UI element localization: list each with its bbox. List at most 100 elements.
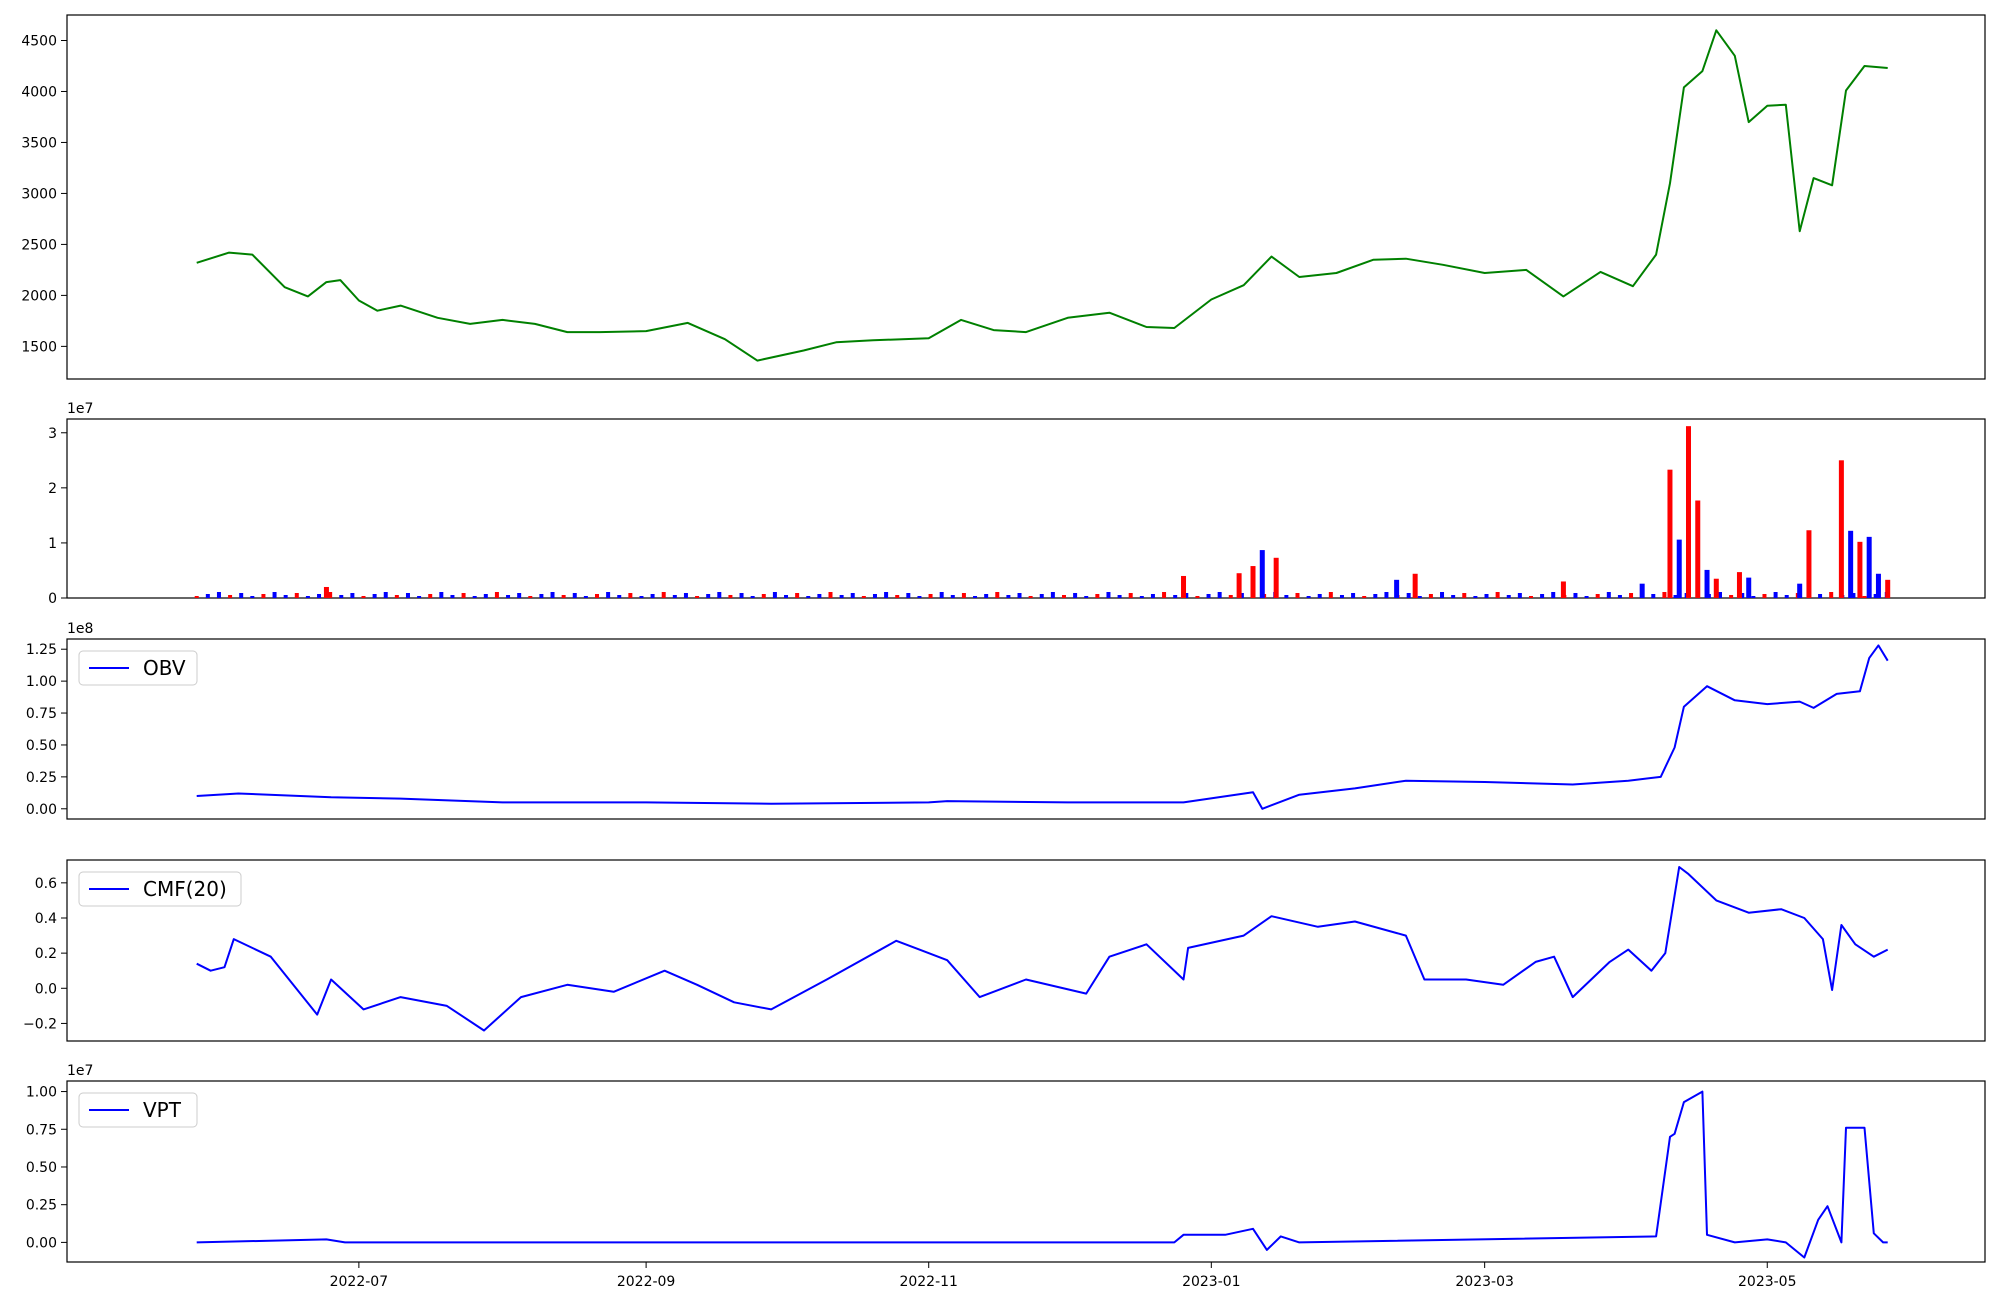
volume-bar-small [261,594,266,598]
volume-bar-small [906,593,911,598]
volume-bar-small [1751,596,1756,598]
volume-bar-small [1084,596,1089,598]
volume-bar-small [1362,596,1367,598]
y-tick-label: 0.50 [26,1160,57,1176]
volume-bar-small [561,595,566,598]
volume-bar [1412,573,1418,598]
volume-bar-small [205,594,210,598]
volume-bar [1704,569,1710,598]
volume-bar-small [1517,593,1522,598]
volume-bar-small [1528,596,1533,598]
date-axis: 2022-07 2022-09 2022-11 2023-01 2023-03 2023-… [330,1262,1797,1290]
volume-bar-small [1006,595,1011,598]
volume-bar [1857,541,1863,598]
volume-bar [1695,500,1701,598]
volume-bar-small [583,596,588,598]
volume-bar-small [661,592,666,598]
y-offset-label: 1e7 [67,401,93,417]
y-tick-label: 1 [48,536,57,552]
vpt-line [196,1090,1888,1259]
volume-bar-small [639,596,644,598]
volume-bar-small [606,592,611,598]
volume-bar-small [784,595,789,598]
volume-bar-small [884,592,889,598]
volume-bar-small [1106,592,1111,598]
volume-bar-small [1228,595,1233,598]
y-tick-label: 0.50 [26,738,57,754]
volume-bar-small [1862,596,1867,598]
volume-bar-small [339,595,344,598]
volume-bar-small [461,593,466,598]
volume-bar-small [772,592,777,598]
volume-bar-small [1506,595,1511,598]
y-tick-label: 0.75 [26,706,57,722]
volume-bar-small [995,592,1000,598]
volume-bar-small [1718,592,1723,598]
volume-bar-small [1573,593,1578,598]
volume-bar-small [828,592,833,598]
volume-bar-small [1184,593,1189,598]
obv-panel: 0.00 0.25 0.50 0.75 1.00 1.25 1e8 OBV [26,621,1986,820]
volume-bar-small [439,592,444,598]
y-tick-label: 0.4 [35,911,57,927]
volume-panel: 0 1 2 3 1e7 [48,401,1986,607]
volume-bar [1273,557,1279,598]
volume-bar-small [1295,593,1300,598]
cmf-line [196,866,1889,1032]
volume-bar-small [1740,593,1745,598]
volume-bar-small [428,594,433,598]
volume-bar-small [739,593,744,598]
y-tick-label: 0.25 [26,1198,57,1214]
volume-bar [1685,426,1691,598]
price-line [196,29,1888,362]
y-tick-label: 0.6 [35,876,57,892]
y-tick-label: 2000 [21,288,57,304]
y-tick-label: 3000 [21,186,57,202]
volume-bar-small [917,596,922,598]
volume-bar-small [1462,593,1467,598]
legend-label: CMF(20) [143,877,227,901]
volume-bar-small [1317,594,1322,598]
volume-bar-small [961,593,966,598]
volume-bar-small [1406,593,1411,598]
volume-bar-small [1095,594,1100,598]
volume-bar-small [1384,592,1389,598]
volume-bar-small [1173,595,1178,598]
volume-bar-small [1284,595,1289,598]
x-tick-label: 2023-01 [1182,1274,1241,1290]
volume-bar-small [706,594,711,598]
price-panel: 1500 2000 2500 3000 3500 4000 4500 [21,14,1986,380]
volume-bar-small [1328,592,1333,598]
volume-bar-small [1617,595,1622,598]
volume-bar [1667,469,1673,598]
volume-bar-small [228,595,233,598]
y-tick-label: 0.00 [26,1235,57,1251]
volume-bar-small [928,594,933,598]
y-tick-label: 0.75 [26,1122,57,1138]
volume-bar-small [494,592,499,598]
volume-bar-small [1484,594,1489,598]
volume-bar-small [506,595,511,598]
volume-bar-small [450,595,455,598]
volume-bar-small [483,594,488,598]
volume-bar-small [305,596,310,598]
volume-bar-small [528,596,533,598]
volume-bar-small [895,595,900,598]
x-tick-label: 2023-05 [1738,1274,1797,1290]
legend: OBV [78,650,198,686]
y-tick-label: 0.00 [26,802,57,818]
volume-bar-small [1673,595,1678,598]
volume-bar-small [1139,596,1144,598]
volume-bar-small [1773,592,1778,598]
volume-bar-small [950,595,955,598]
volume-bar-small [750,596,755,598]
volume-bar [1639,583,1645,598]
volume-bar-small [973,596,978,598]
volume-bar-small [1162,592,1167,598]
legend-box [78,1092,198,1128]
volume-bar-small [817,594,822,598]
volume-bar [1713,578,1719,598]
y-tick-label: 4000 [21,84,57,100]
volume-bar-small [1195,596,1200,598]
y-tick-label: 1.00 [26,1085,57,1101]
